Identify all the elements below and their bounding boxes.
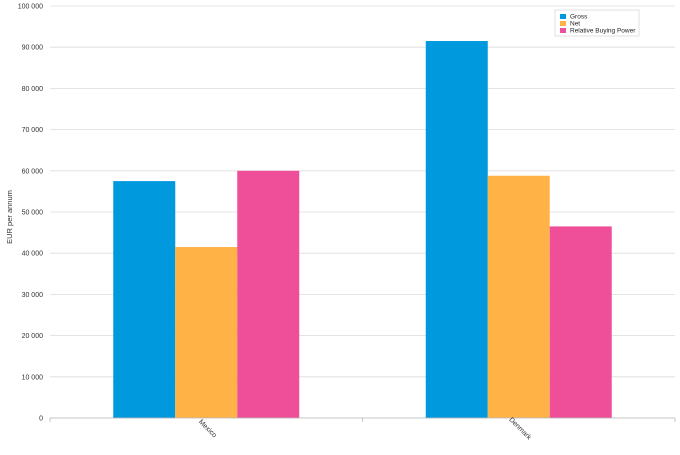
y-tick-label: 80 000 [22, 86, 44, 93]
bar-relative-buying-power-denmark [549, 226, 612, 418]
legend-label: Net [570, 21, 580, 28]
legend-swatch [560, 14, 566, 19]
bar-gross-denmark [425, 41, 488, 419]
bar-net-denmark [487, 175, 550, 418]
y-tick-label: 0 [39, 416, 43, 423]
x-tick-label: Denmark [507, 416, 532, 441]
y-axis-title: EUR per annum [5, 190, 14, 244]
y-tick-label: 20 000 [22, 333, 44, 340]
bars [113, 41, 612, 419]
legend-swatch [560, 28, 566, 33]
bar-net-mexico [175, 247, 238, 418]
y-tick-label: 10 000 [22, 374, 44, 381]
bar-gross-mexico [113, 181, 176, 418]
y-tick-label: 30 000 [22, 292, 44, 299]
y-tick-label: 40 000 [22, 251, 44, 258]
y-tick-label: 70 000 [22, 127, 44, 134]
x-tick-label: Mexico [197, 419, 218, 440]
y-tick-label: 90 000 [22, 45, 44, 52]
bar-relative-buying-power-mexico [237, 170, 300, 418]
y-tick-label: 100 000 [18, 4, 43, 11]
legend-box [554, 9, 640, 37]
y-tick-label: 50 000 [22, 210, 44, 217]
legend-label: Relative Buying Power [570, 28, 636, 35]
legend-swatch [560, 21, 566, 26]
y-tick-label: 60 000 [22, 168, 44, 175]
legend-label: Gross [570, 14, 588, 21]
